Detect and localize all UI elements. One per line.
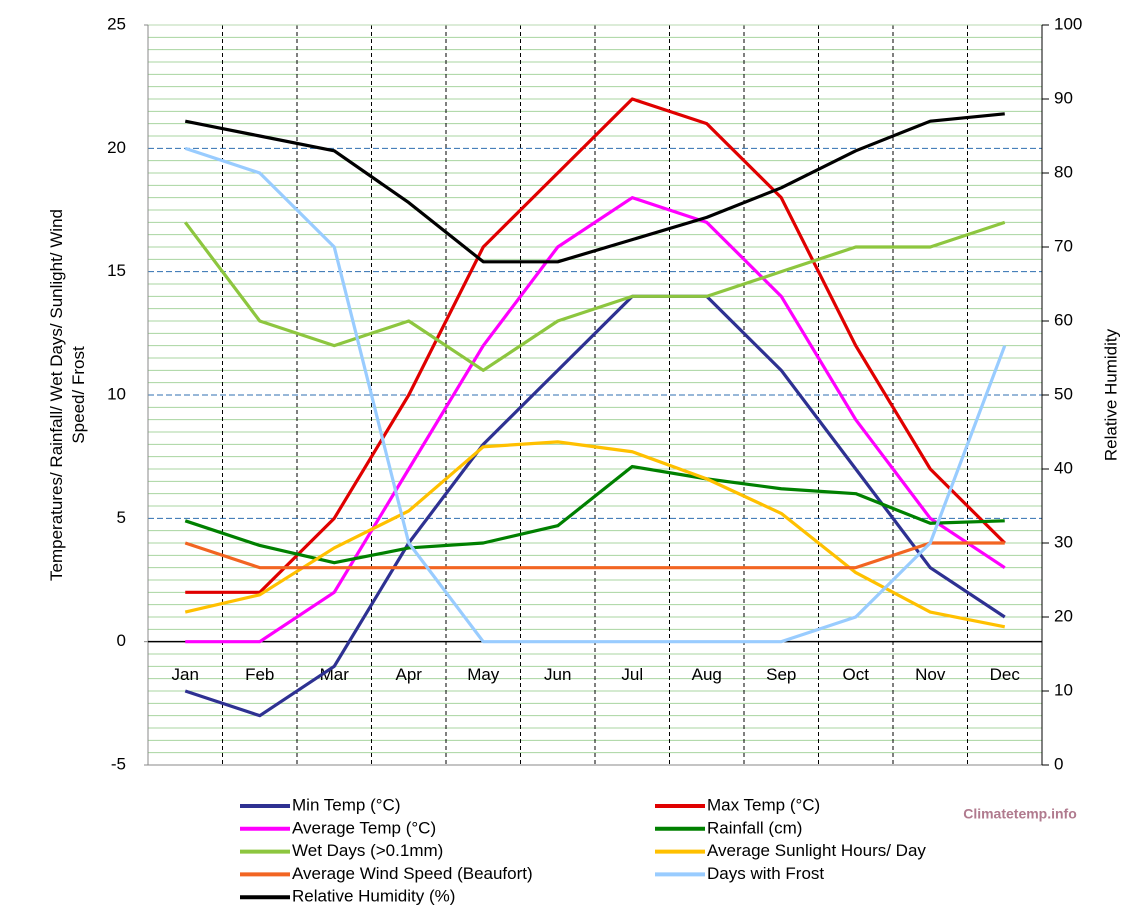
y2-tick-label: 100	[1054, 14, 1082, 33]
series-line	[184, 146, 1007, 644]
legend-label: Average Temp (°C)	[292, 818, 436, 837]
legend-label: Average Sunlight Hours/ Day	[707, 841, 926, 860]
legend-label: Average Wind Speed (Beaufort)	[292, 864, 533, 883]
y-tick-label: 10	[107, 384, 126, 403]
series-line	[184, 294, 1006, 718]
y-axis-title: Temperatures/ Rainfall/ Wet Days/ Sunlig…	[47, 209, 88, 581]
legend-label: Rainfall (cm)	[707, 818, 802, 837]
series-line	[184, 541, 1005, 570]
y-tick-label: -5	[111, 754, 126, 773]
series-line	[185, 196, 1006, 644]
series-line	[184, 464, 1005, 565]
y-tick-label: 25	[107, 14, 126, 33]
series-line	[185, 97, 1006, 594]
y2-tick-label: 30	[1054, 532, 1073, 551]
legend-label: Max Temp (°C)	[707, 795, 820, 814]
series-line	[184, 440, 1006, 629]
y2-tick-label: 90	[1054, 88, 1073, 107]
watermark: Climatetemp.info	[963, 806, 1077, 822]
y-axis-title-line: Temperatures/ Rainfall/ Wet Days/ Sunlig…	[47, 209, 66, 581]
y2-tick-label: 0	[1054, 754, 1063, 773]
x-tick-label: Sep	[766, 665, 796, 684]
x-tick-label: Nov	[915, 665, 946, 684]
x-tick-label: Aug	[692, 665, 722, 684]
x-tick-label: Jan	[172, 665, 199, 684]
y2-tick-label: 40	[1054, 458, 1073, 477]
y2-tick-label: 70	[1054, 236, 1073, 255]
y2-tick-label: 60	[1054, 310, 1073, 329]
y-tick-label: 15	[107, 261, 126, 280]
y-tick-label: 20	[107, 138, 126, 157]
x-tick-label: Oct	[843, 665, 870, 684]
x-tick-label: Apr	[396, 665, 423, 684]
legend-label: Min Temp (°C)	[292, 795, 401, 814]
y2-axis-title: Relative Humidity	[1101, 328, 1120, 461]
y2-tick-label: 50	[1054, 384, 1073, 403]
x-tick-label: Jun	[544, 665, 571, 684]
series-line	[184, 112, 1005, 264]
legend-label: Relative Humidity (%)	[292, 887, 455, 906]
legend-label: Days with Frost	[707, 864, 824, 883]
series-line	[183, 220, 1006, 372]
y2-tick-label: 20	[1054, 606, 1073, 625]
x-tick-label: Jul	[621, 665, 643, 684]
x-tick-label: Dec	[990, 665, 1021, 684]
y2-tick-label: 10	[1054, 680, 1073, 699]
legend-label: Wet Days (>0.1mm)	[292, 841, 443, 860]
x-tick-label: May	[467, 665, 500, 684]
y-tick-label: 0	[117, 631, 126, 650]
y-axis-title-line: Speed/ Frost	[69, 346, 88, 444]
y2-tick-label: 80	[1054, 162, 1073, 181]
y-tick-label: 5	[117, 508, 126, 527]
x-tick-label: Feb	[245, 665, 274, 684]
